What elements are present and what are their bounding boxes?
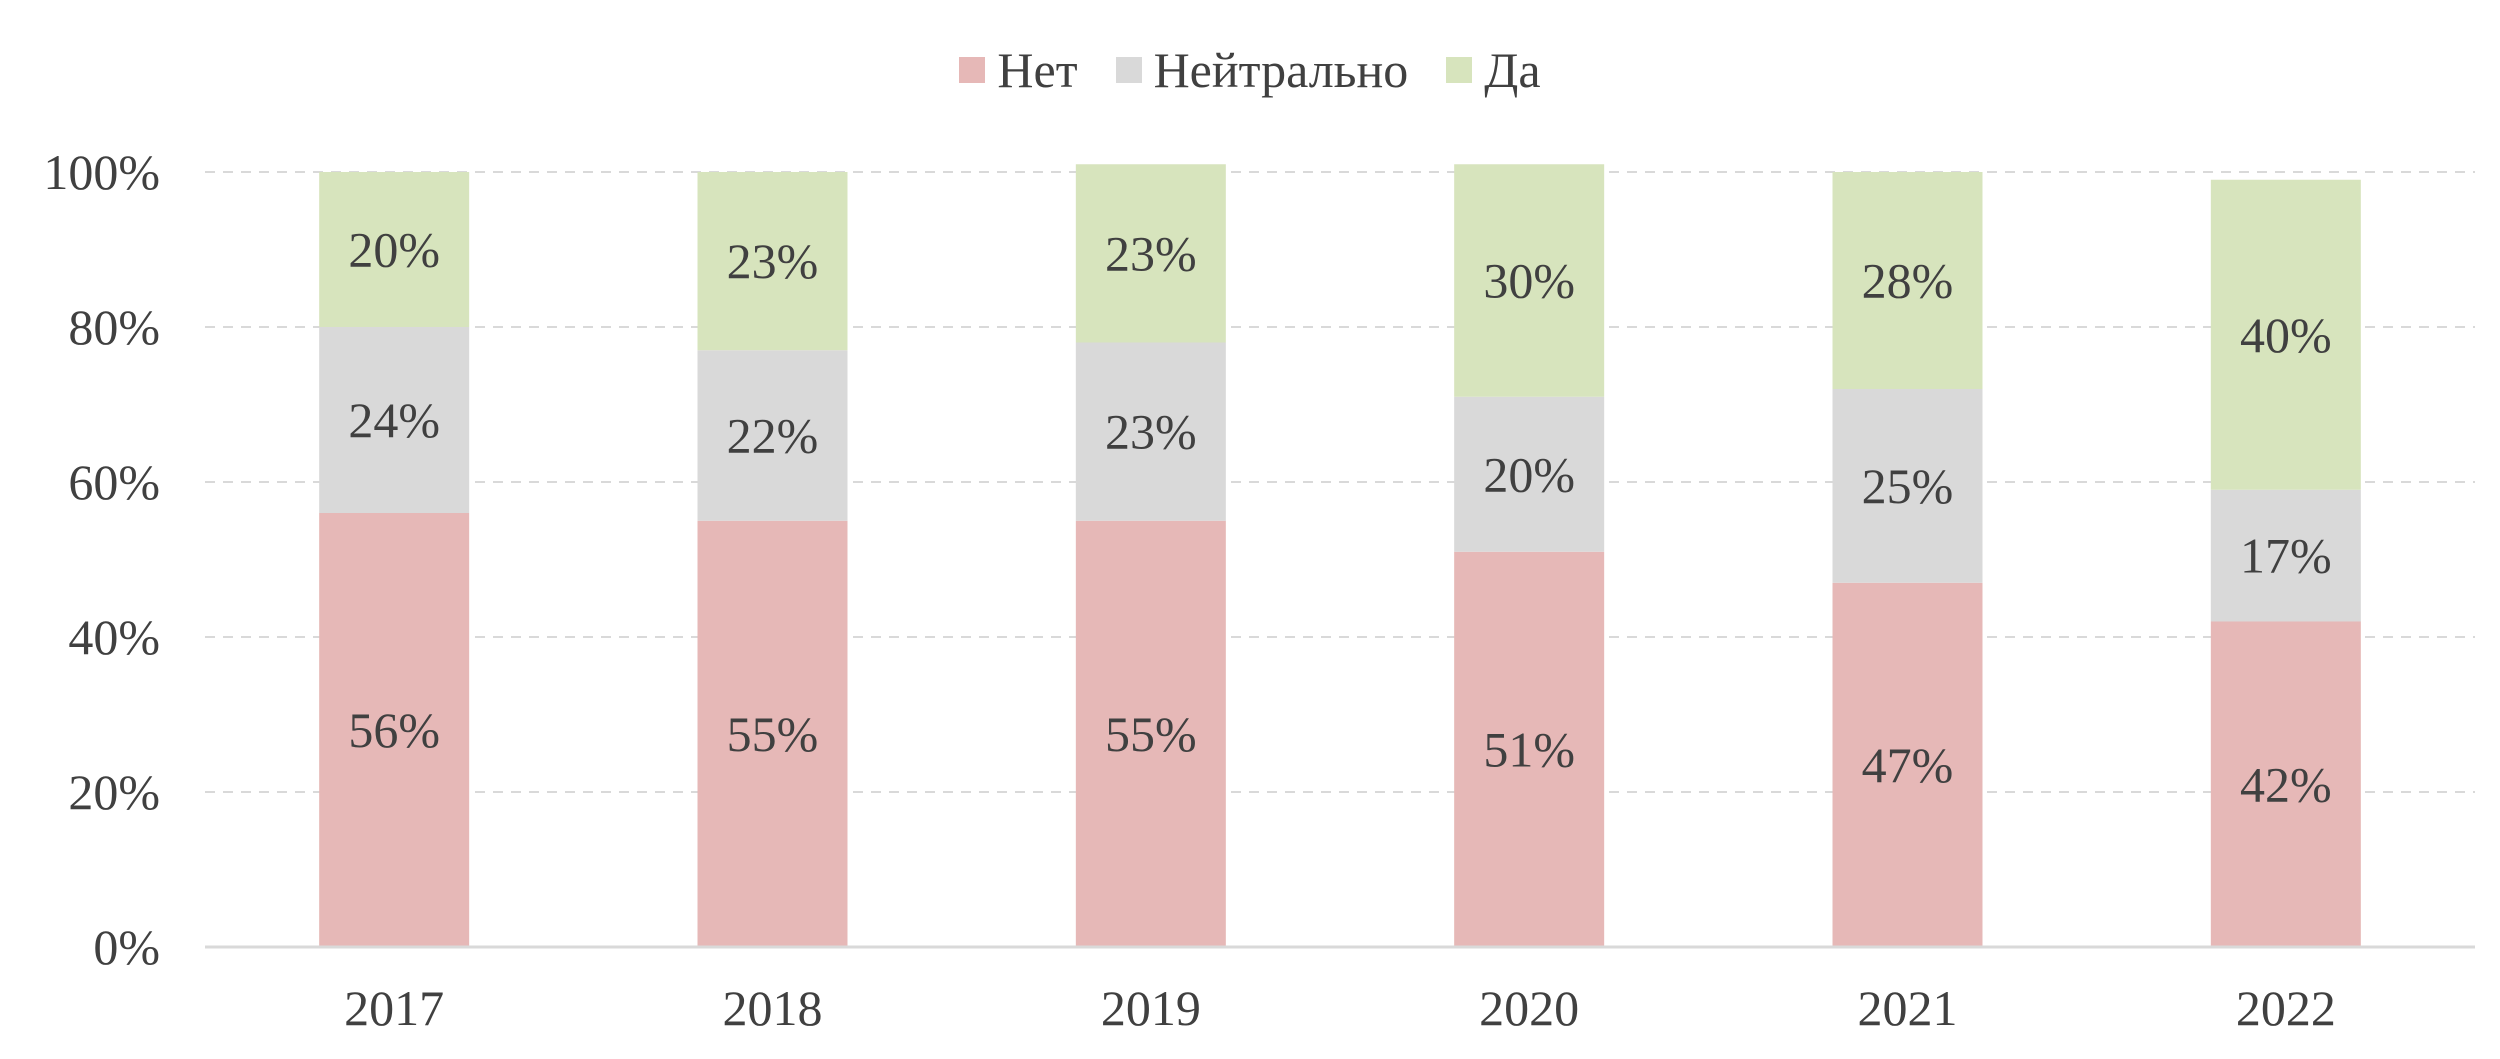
x-tick-label: 2022 xyxy=(2236,980,2336,1036)
legend-label-neutral: Нейтрально xyxy=(1153,42,1409,98)
data-label: 17% xyxy=(2240,528,2332,584)
bar-segment xyxy=(1075,342,1226,521)
bar-segment xyxy=(1832,582,1983,947)
y-tick-label: 0% xyxy=(93,919,160,975)
data-label: 23% xyxy=(1105,404,1197,460)
legend-item-neutral: Нейтрально xyxy=(1115,40,1409,100)
legend-swatch-net xyxy=(959,57,986,83)
bar-segment xyxy=(1454,551,1605,947)
bar-segment xyxy=(1454,396,1605,552)
bar-segment xyxy=(1832,389,1983,583)
legend-label-net: Нет xyxy=(997,42,1078,98)
data-label: 42% xyxy=(2240,756,2332,812)
y-tick-label: 80% xyxy=(68,299,160,355)
bar-segment xyxy=(697,520,848,947)
data-label: 55% xyxy=(1105,706,1197,762)
data-label: 55% xyxy=(727,706,819,762)
bar-segment xyxy=(2210,179,2361,490)
data-label: 40% xyxy=(2240,307,2332,363)
x-tick-label: 2020 xyxy=(1479,980,1579,1036)
bar-segment xyxy=(319,327,470,513)
bar-segment xyxy=(1075,164,1226,343)
bar-segment xyxy=(2210,621,2361,947)
data-label: 20% xyxy=(348,222,440,278)
bar-segment xyxy=(319,172,470,327)
y-tick-label: 60% xyxy=(68,454,160,510)
data-label: 20% xyxy=(1483,446,1575,502)
data-label: 23% xyxy=(727,233,819,289)
legend-item-da: Да xyxy=(1446,40,1541,100)
y-tick-label: 20% xyxy=(68,764,160,820)
y-tick-label: 40% xyxy=(68,609,160,665)
bar-segment xyxy=(319,513,470,947)
legend-swatch-da xyxy=(1446,57,1473,83)
data-label: 23% xyxy=(1105,225,1197,281)
legend-swatch-neutral xyxy=(1115,57,1142,83)
bar-segment xyxy=(697,350,848,521)
x-tick-label: 2021 xyxy=(1858,980,1958,1036)
data-label: 47% xyxy=(1862,737,1954,793)
data-label: 28% xyxy=(1862,253,1954,309)
x-tick-label: 2017 xyxy=(344,980,444,1036)
data-label: 51% xyxy=(1483,721,1575,777)
bar-segment xyxy=(1454,164,1605,397)
data-label: 24% xyxy=(348,392,440,448)
x-tick-label: 2018 xyxy=(723,980,823,1036)
data-label: 56% xyxy=(348,702,440,758)
data-label: 25% xyxy=(1862,458,1954,514)
x-tick-label: 2019 xyxy=(1101,980,1201,1036)
bar-segment xyxy=(1832,172,1983,389)
legend-label-da: Да xyxy=(1484,42,1541,98)
bar-segment xyxy=(2210,489,2361,622)
y-tick-label: 100% xyxy=(43,144,160,200)
bar-segment xyxy=(1075,520,1226,947)
data-label: 22% xyxy=(727,408,819,464)
legend-item-net: Нет xyxy=(959,40,1078,100)
legend: Нет Нейтрально Да xyxy=(0,40,2500,100)
bar-segment xyxy=(697,172,848,351)
data-label: 30% xyxy=(1483,253,1575,309)
